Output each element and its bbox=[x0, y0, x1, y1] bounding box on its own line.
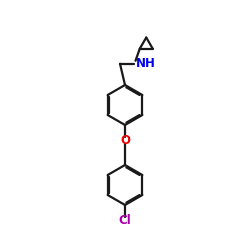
Text: Cl: Cl bbox=[119, 214, 132, 227]
Text: NH: NH bbox=[136, 57, 156, 70]
Text: O: O bbox=[120, 134, 130, 147]
